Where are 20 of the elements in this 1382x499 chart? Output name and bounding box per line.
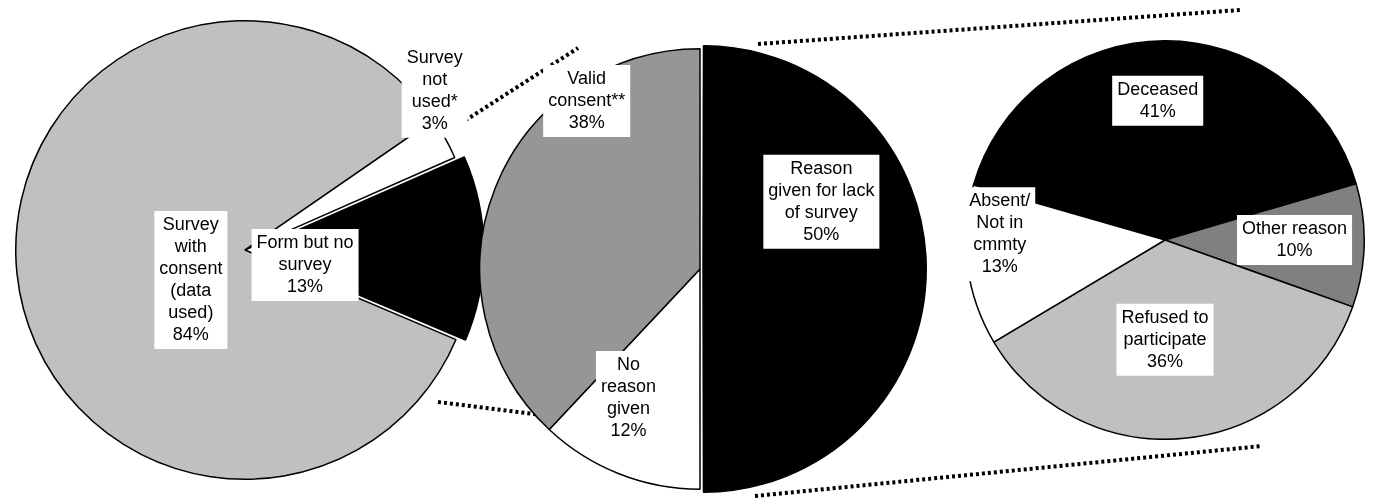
data-label: 13% — [287, 275, 324, 296]
data-label: 38% — [568, 111, 605, 132]
slice-label: Absent/ Not in cmmty — [969, 190, 1031, 255]
slice-label: Survey not used* — [406, 46, 463, 111]
slice-label: Reason given for lack of survey — [768, 157, 876, 222]
data-label: 12% — [610, 420, 647, 441]
slice-label: No reason given — [600, 354, 656, 419]
data-label: 41% — [1139, 100, 1176, 121]
slice-label: Other reason — [1241, 217, 1348, 238]
data-label: 13% — [981, 256, 1018, 277]
data-label: 10% — [1276, 239, 1313, 260]
data-label: 3% — [421, 112, 448, 133]
slice-label: Form but no survey — [256, 231, 354, 274]
data-label: 50% — [803, 223, 840, 244]
slice-label: Deceased — [1117, 78, 1199, 99]
data-label: 84% — [172, 323, 209, 344]
data-label: 36% — [1146, 350, 1184, 371]
slice-label: Survey with consent (data used) — [159, 213, 223, 322]
slice-label: Refused to participate — [1121, 306, 1209, 349]
slice-label: Valid consent** — [548, 67, 626, 110]
